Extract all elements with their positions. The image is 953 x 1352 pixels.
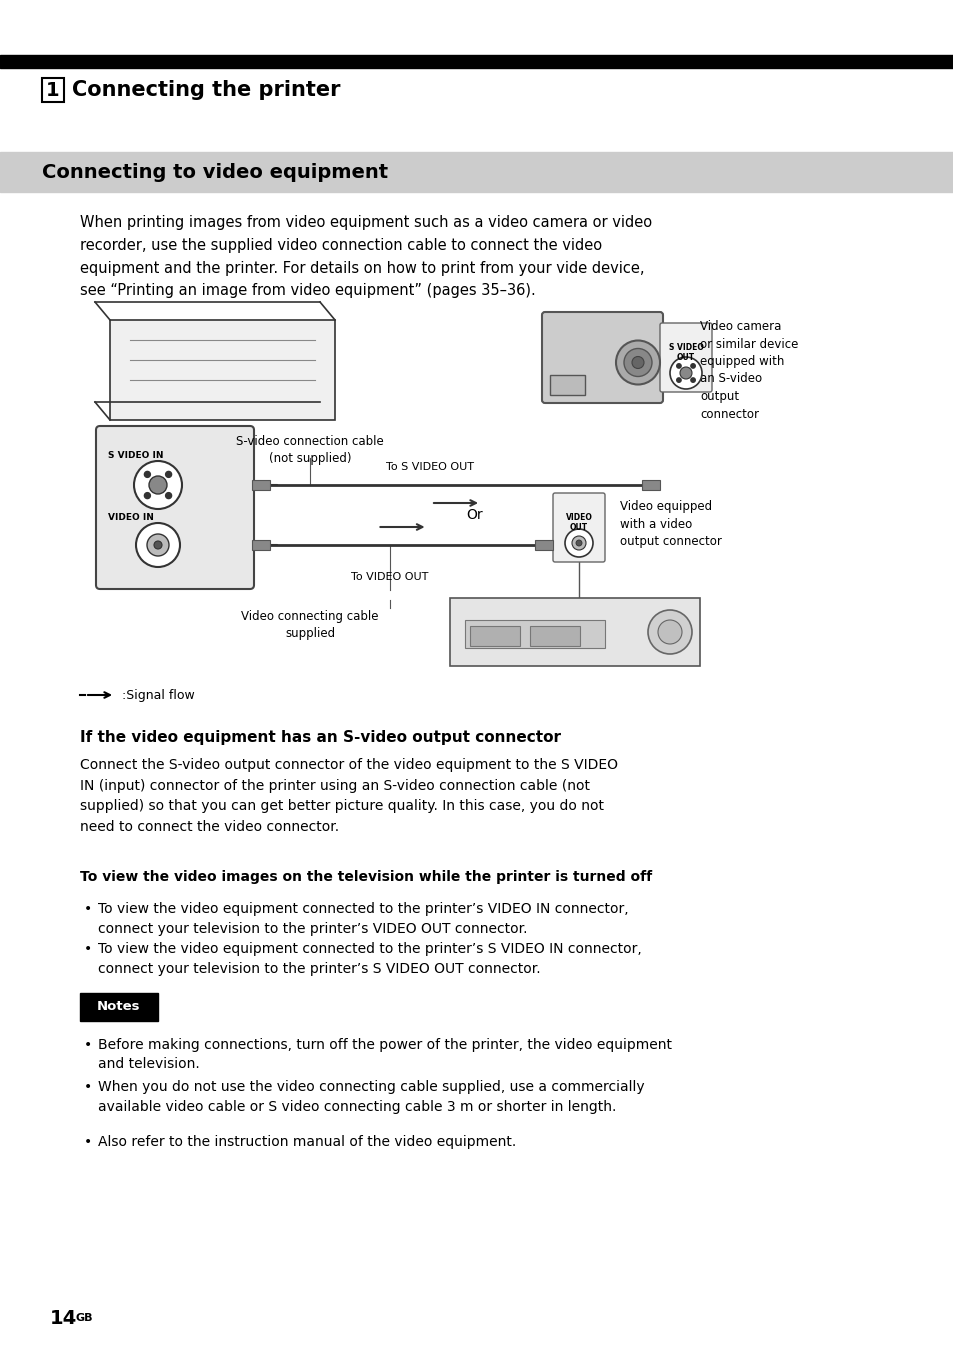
Text: •: • [84,942,92,956]
Text: Before making connections, turn off the power of the printer, the video equipmen: Before making connections, turn off the … [98,1038,671,1072]
Text: S VIDEO IN: S VIDEO IN [108,450,163,460]
Circle shape [690,364,695,368]
Circle shape [166,492,172,499]
Text: When printing images from video equipment such as a video camera or video
record: When printing images from video equipmen… [80,215,652,299]
Circle shape [564,529,593,557]
Text: If the video equipment has an S-video output connector: If the video equipment has an S-video ou… [80,730,560,745]
Text: Video connecting cable
supplied: Video connecting cable supplied [241,610,378,639]
Text: GB: GB [76,1313,93,1324]
Text: Connect the S-video output connector of the video equipment to the S VIDEO
IN (i: Connect the S-video output connector of … [80,758,618,834]
Circle shape [690,377,695,383]
Text: To view the video equipment connected to the printer’s S VIDEO IN connector,
con: To view the video equipment connected to… [98,942,641,976]
Text: Or: Or [466,508,483,522]
Bar [80,992,158,1021]
Text: To S VIDEO OUT: To S VIDEO OUT [386,462,474,472]
Circle shape [136,523,180,566]
FancyBboxPatch shape [96,426,253,589]
Circle shape [149,476,167,493]
Text: To view the video images on the television while the printer is turned off: To view the video images on the televisi… [80,869,652,884]
Circle shape [676,364,680,368]
Circle shape [676,377,680,383]
Bar [641,480,659,489]
Circle shape [631,357,643,369]
Circle shape [153,541,162,549]
Text: To view the video equipment connected to the printer’s VIDEO IN connector,
conne: To view the video equipment connected to… [98,902,628,936]
Circle shape [647,610,691,654]
Bar [110,320,335,420]
Text: Connecting the printer: Connecting the printer [71,80,340,100]
Circle shape [658,621,681,644]
FancyBboxPatch shape [553,493,604,562]
Circle shape [144,492,151,499]
Text: 14: 14 [50,1309,77,1328]
FancyBboxPatch shape [659,323,711,392]
Text: Video equipped
with a video
output connector: Video equipped with a video output conne… [619,500,721,548]
Bar [464,621,604,648]
Text: S-video connection cable
(not supplied): S-video connection cable (not supplied) [236,435,383,465]
Text: To VIDEO OUT: To VIDEO OUT [351,572,428,581]
Circle shape [572,535,585,550]
Text: •: • [84,902,92,917]
Circle shape [133,461,182,508]
Text: :Signal flow: :Signal flow [122,688,194,702]
Circle shape [623,349,651,376]
Text: Video camera
or similar device
equipped with
an S-video
output
connector: Video camera or similar device equipped … [700,320,798,420]
Text: When you do not use the video connecting cable supplied, use a commercially
avai: When you do not use the video connecting… [98,1080,644,1114]
Bar [0,55,953,68]
Text: VIDEO IN: VIDEO IN [108,514,153,522]
Text: •: • [84,1038,92,1052]
Bar [450,598,700,667]
Text: 1: 1 [46,81,60,100]
Bar [530,626,579,646]
Text: •: • [84,1080,92,1094]
Bar [470,626,519,646]
Bar [0,151,953,192]
Circle shape [147,534,169,556]
Circle shape [616,341,659,384]
Circle shape [669,357,701,389]
Text: •: • [84,1134,92,1149]
Circle shape [679,366,691,379]
Circle shape [576,539,581,546]
Bar [252,480,270,489]
Bar [535,539,553,550]
Text: Also refer to the instruction manual of the video equipment.: Also refer to the instruction manual of … [98,1134,516,1149]
Text: Connecting to video equipment: Connecting to video equipment [42,162,388,181]
Bar [550,375,584,395]
FancyBboxPatch shape [541,312,662,403]
FancyBboxPatch shape [42,78,64,101]
Bar [252,539,270,550]
Text: Notes: Notes [97,1000,141,1014]
Text: S VIDEO
OUT: S VIDEO OUT [668,343,702,362]
Text: VIDEO
OUT: VIDEO OUT [565,512,592,533]
Circle shape [166,472,172,477]
Circle shape [144,472,151,477]
